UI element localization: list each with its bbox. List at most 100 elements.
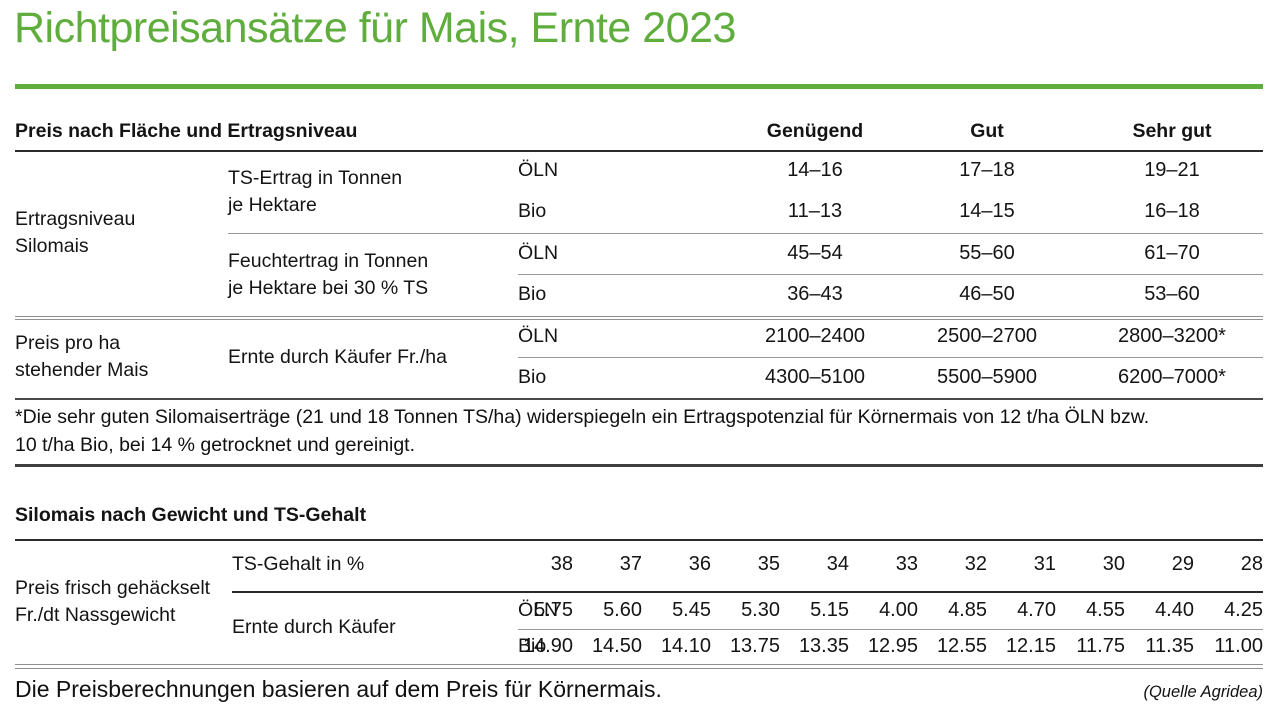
ts-value-cell: 29: [1171, 553, 1194, 575]
price-value-cell: 12.15: [1005, 634, 1056, 657]
system-label: Bio: [518, 283, 547, 306]
row-group-label-preis-frisch: Preis frisch gehäckselt Fr./dt Nassgewic…: [15, 539, 210, 664]
range-value-cell: 45–54: [787, 241, 843, 264]
range-value-cell: 17–18: [959, 159, 1015, 181]
col-header-gut: Gut: [970, 120, 1004, 142]
system-label: ÖLN: [518, 598, 559, 621]
range-value-cell: 53–60: [1144, 283, 1200, 306]
ts-value-cell: 28: [1240, 553, 1263, 575]
section-divider-rule: [15, 315, 1263, 321]
price-value-cell: 5.30: [741, 598, 780, 621]
row-group-label-ertragsniveau: Ertragsniveau Silomais: [15, 150, 135, 316]
price-value-cell: 14.90: [522, 634, 573, 657]
page-title: Richtpreisansätze für Mais, Ernte 2023: [14, 4, 736, 52]
measure-label-ts-ertrag: TS-Ertrag in Tonnen je Hektare: [228, 150, 402, 233]
ts-value-cell: 30: [1102, 553, 1125, 575]
row-group-label-line: Silomais: [15, 235, 89, 257]
table1-title: Preis nach Fläche und Ertragsniveau: [15, 120, 358, 142]
range-value-cell: 19–21: [1144, 159, 1200, 181]
system-label: Bio: [518, 200, 547, 223]
row-group-label-line: Preis frisch gehäckselt: [15, 576, 211, 599]
price-value-cell: 4.85: [948, 598, 987, 621]
range-value-cell: 11–13: [787, 200, 843, 223]
table-silage-by-ts-content: Silomais nach Gewicht und TS-Gehalt TS-G…: [15, 498, 1263, 670]
range-value-cell: 5500–5900: [936, 366, 1038, 388]
row-group-label-line: Ertragsniveau: [15, 208, 136, 230]
title-underline-rule: [15, 84, 1263, 89]
row-divider-rule: [518, 357, 1263, 359]
ts-value-cell: 36: [688, 553, 711, 575]
measure-label-ernte-kaeufer: Ernte durch Käufer: [232, 591, 396, 664]
measure-label-ernte-kaeufer: Ernte durch Käufer Fr./ha: [228, 316, 447, 399]
price-value-cell: 5.45: [672, 598, 711, 621]
header-rule: [15, 539, 1263, 542]
footnote-bottom-rule: [15, 464, 1263, 468]
range-value-cell: 36–43: [787, 283, 843, 306]
range-value-cell: 2100–2400: [764, 324, 866, 347]
price-value-cell: 4.70: [1017, 598, 1056, 621]
ts-value-cell: 33: [895, 553, 918, 575]
price-value-cell: 14.50: [591, 634, 642, 657]
table2-title: Silomais nach Gewicht und TS-Gehalt: [15, 504, 367, 526]
table-bottom-rule: [15, 398, 1263, 401]
col-header-genuegend: Genügend: [766, 120, 864, 142]
price-value-cell: 5.15: [810, 598, 849, 621]
measure-label-line: Feuchtertrag in Tonnen: [228, 249, 429, 272]
system-label: Bio: [518, 634, 547, 657]
price-value-cell: 4.40: [1155, 598, 1194, 621]
range-value-cell: 61–70: [1144, 241, 1200, 264]
measure-label-line: je Hektare: [228, 193, 317, 216]
price-value-cell: 14.10: [660, 634, 711, 657]
ts-gehalt-label: TS-Gehalt in %: [232, 553, 365, 575]
range-value-cell: 2800–3200*: [1118, 324, 1226, 347]
measure-label-line: TS-Ertrag in Tonnen: [228, 166, 403, 189]
footer-source: (Quelle Agridea): [1143, 683, 1263, 701]
price-value-cell: 13.35: [798, 634, 849, 657]
footnote-line: *Die sehr guten Silomaiserträge (21 und …: [15, 406, 1150, 428]
table-bottom-rule: [15, 664, 1263, 669]
system-label: ÖLN: [518, 159, 559, 181]
block-divider-rule: [228, 232, 1263, 234]
price-value-cell: 11.00: [1214, 634, 1263, 657]
price-value-cell: 5.75: [534, 598, 573, 621]
range-value-cell: 4300–5100: [764, 366, 866, 388]
row-group-label-line: stehender Mais: [15, 359, 149, 382]
row-group-label-preis-pro-ha: Preis pro ha stehender Mais: [15, 316, 148, 399]
col-header-sehr-gut: Sehr gut: [1132, 120, 1212, 142]
table1-footnote: *Die sehr guten Silomaiserträge (21 und …: [15, 403, 1149, 459]
range-value-cell: 14–16: [787, 159, 843, 181]
range-value-cell: 6200–7000*: [1118, 366, 1226, 388]
range-value-cell: 16–18: [1144, 200, 1200, 223]
measure-label-line: Ernte durch Käufer Fr./ha: [228, 345, 447, 368]
range-value-cell: 14–15: [959, 200, 1015, 223]
system-label: ÖLN: [518, 324, 559, 347]
header-rule: [15, 150, 1263, 153]
measure-label-line: je Hektare bei 30 % TS: [228, 276, 429, 299]
price-value-cell: 11.75: [1076, 634, 1125, 657]
range-value-cell: 46–50: [959, 283, 1015, 306]
ts-value-cell: 31: [1033, 553, 1056, 575]
price-value-cell: 12.95: [867, 634, 918, 657]
price-value-cell: 4.25: [1224, 598, 1263, 621]
price-value-cell: 12.55: [936, 634, 987, 657]
footnote-line: 10 t/ha Bio, bei 14 % getrocknet und ger…: [15, 434, 416, 456]
ts-value-cell: 32: [964, 553, 987, 575]
measure-label-feuchtertrag: Feuchtertrag in Tonnen je Hektare bei 30…: [228, 233, 428, 316]
price-value-cell: 13.75: [729, 634, 780, 657]
ts-row-rule: [232, 590, 1263, 593]
system-label: ÖLN: [518, 241, 559, 264]
range-value-cell: 55–60: [959, 241, 1015, 264]
system-label: Bio: [518, 366, 547, 388]
row-group-label-line: Fr./dt Nassgewicht: [15, 603, 176, 626]
measure-label-line: Ernte durch Käufer: [232, 615, 396, 638]
table-price-by-area: Preis nach Fläche und Ertragsniveau Genü…: [15, 112, 1263, 402]
row-divider-rule: [518, 274, 1263, 276]
price-value-cell: 5.60: [603, 598, 642, 621]
price-value-cell: 4.00: [879, 598, 918, 621]
ts-value-cell: 37: [619, 553, 642, 575]
price-value-cell: 4.55: [1086, 598, 1125, 621]
ts-value-cell: 38: [550, 553, 573, 575]
footer-note: Die Preisberechnungen basieren auf dem P…: [15, 676, 662, 702]
row-group-label-line: Preis pro ha: [15, 332, 121, 355]
